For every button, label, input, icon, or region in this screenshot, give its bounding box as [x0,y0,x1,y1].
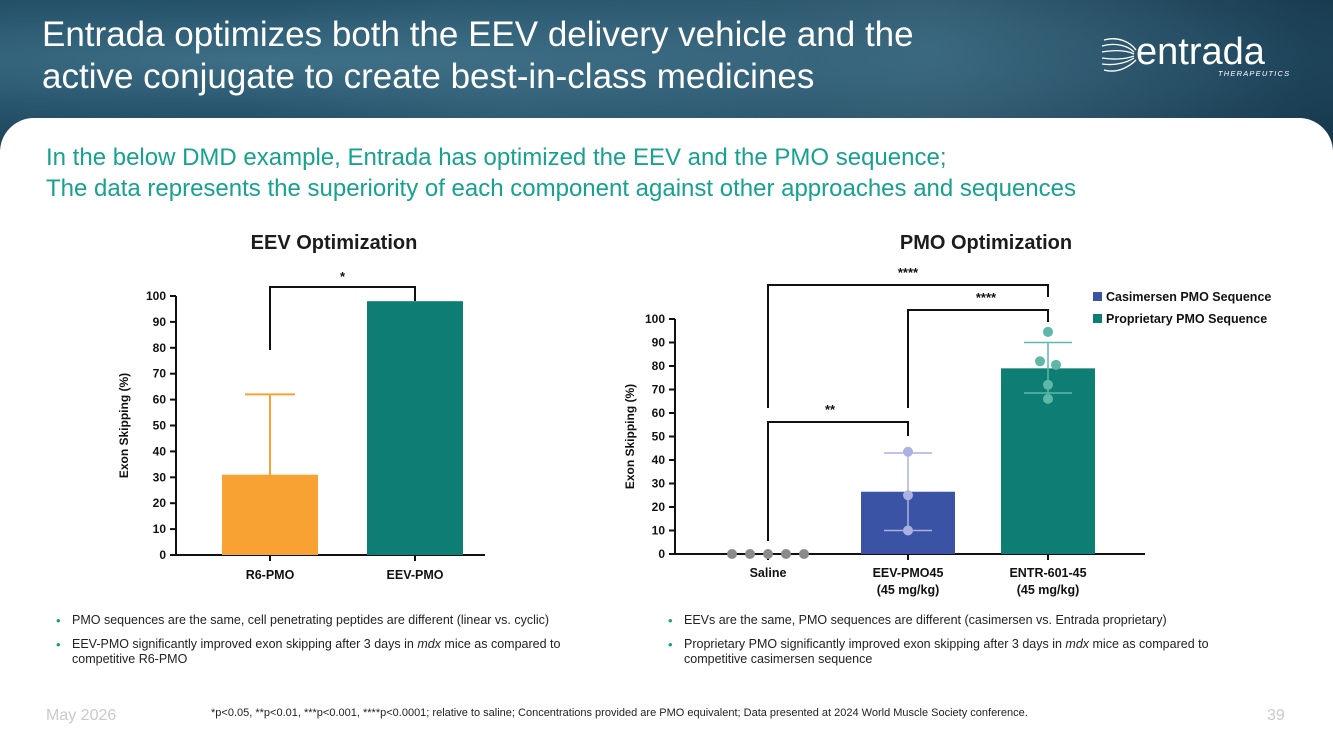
data-point [903,525,913,536]
y-tick-label: 60 [652,406,666,420]
data-point [1043,393,1053,404]
entrada-logo: entrada THERAPEUTICS [1101,32,1290,78]
significance-bracket [767,284,1049,408]
significance-label: **** [976,290,997,305]
x-tick-label: ENTR-601-45 [1009,566,1086,580]
y-tick-label: 30 [652,477,666,491]
pmo-bullet-item: EEVs are the same, PMO sequences are dif… [668,613,1268,628]
y-tick-label: 0 [658,547,665,561]
slide-title-line1: Entrada optimizes both the EEV delivery … [42,15,914,54]
eev-bullet-item: PMO sequences are the same, cell penetra… [56,613,616,628]
bar-eev-pmo [367,301,463,555]
subtitle-line1: In the below DMD example, Entrada has op… [46,144,947,171]
logo-subtext: THERAPEUTICS [1218,69,1290,78]
y-tick-label: 40 [153,444,167,458]
y-tick-label: 30 [153,470,167,484]
data-point [1051,359,1061,370]
eev-bullet-item: EEV-PMO significantly improved exon skip… [56,637,616,667]
y-tick-label: 70 [153,367,167,381]
data-point [1043,379,1053,390]
data-point [745,549,755,559]
data-point [727,549,737,559]
data-point [903,490,913,501]
legend-label: Casimersen PMO Sequence [1106,290,1271,304]
data-point [763,549,773,559]
legend-swatch [1093,292,1102,301]
x-tick-label: Saline [750,566,787,580]
slide-title-line2: active conjugate to create best-in-class… [42,57,815,96]
y-tick-label: 60 [153,393,167,407]
y-tick-label: 10 [652,524,666,538]
data-point [903,446,913,457]
data-point [1035,356,1045,367]
footer-date: May 2026 [46,707,117,724]
significance-label: * [340,269,346,284]
y-tick-label: 40 [652,453,666,467]
significance-bracket [269,286,416,350]
y-tick-label: 70 [652,383,666,397]
y-tick-label: 20 [652,500,666,514]
logo-swoosh-icon [1101,38,1137,72]
eev-optimization-chart: 0 10 20 30 40 50 60 70 80 90 100 Exon Skipping (%) R… [117,269,485,582]
y-tick-label: 100 [146,289,166,303]
slide-title: Entrada optimizes both the EEV delivery … [42,14,1042,98]
pmo-chart-title: PMO Optimization [899,232,1073,254]
legend-label: Proprietary PMO Sequence [1106,312,1267,326]
y-tick-label: 90 [652,336,666,350]
y-tick-label: 50 [153,419,167,433]
pmo-bullet-item: Proprietary PMO significantly improved e… [668,637,1268,667]
subtitle-line2: The data represents the superiority of e… [46,175,1076,202]
slide-subtitle: In the below DMD example, Entrada has op… [46,142,1306,204]
bar-r6-pmo [222,474,318,555]
x-tick-sublabel: (45 mg/kg) [877,583,940,597]
y-tick-label: 20 [153,496,167,510]
x-tick-label: EEV-PMO45 [873,566,944,580]
y-tick-label: 80 [652,359,666,373]
x-tick-sublabel: (45 mg/kg) [1017,583,1080,597]
y-tick-label: 0 [159,548,166,562]
pmo-bullet-list: EEVs are the same, PMO sequences are dif… [668,613,1268,676]
y-axis-label: Exon Skipping (%) [117,373,131,478]
data-point [781,549,791,559]
significance-bracket [907,309,1049,408]
y-tick-label: 10 [153,522,167,536]
eev-bullet-list: PMO sequences are the same, cell penetra… [56,613,616,676]
significance-label: **** [898,265,919,280]
y-tick-label: 50 [652,430,666,444]
y-tick-label: 90 [153,315,167,329]
legend-swatch [1093,314,1102,323]
significance-bracket [767,421,909,541]
data-point [1043,326,1053,337]
eev-chart-title: EEV Optimization [250,232,418,254]
footer-footnote: *p<0.05, **p<0.01, ***p<0.001, ****p<0.0… [211,707,1028,719]
page-number: 39 [1267,707,1285,724]
x-tick-label: R6-PMO [246,568,295,582]
y-tick-label: 80 [153,341,167,355]
logo-wordmark: entrada [1136,32,1266,73]
y-axis-label: Exon Skipping (%) [623,384,637,489]
y-tick-label: 100 [645,312,665,326]
x-tick-label: EEV-PMO [387,568,444,582]
data-point [799,549,809,559]
significance-label: ** [825,402,836,417]
pmo-optimization-chart: 0 10 20 30 40 50 60 70 80 90 100 Exon Skipping (%) S… [623,265,1271,597]
